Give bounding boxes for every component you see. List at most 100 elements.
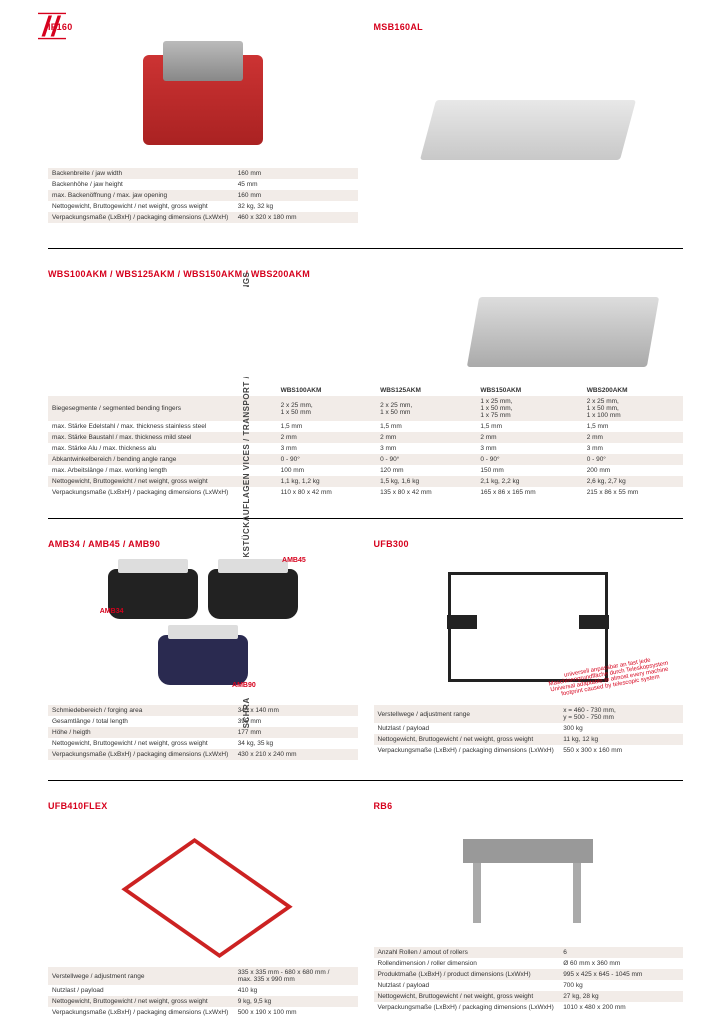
spec-table: Verstellwege / adjustment rangex = 460 -…: [374, 705, 684, 756]
spec-cell: 2 mm: [476, 432, 582, 443]
spec-cell: Verstellwege / adjustment range: [374, 705, 560, 723]
product-image: [374, 40, 684, 220]
spec-cell: 1,5 mm: [376, 421, 476, 432]
product-rb6: RB6 Anzahl Rollen / amout of rollers6Rol…: [374, 801, 684, 1018]
spec-cell: 45 mm: [234, 179, 358, 190]
spec-cell: Produktmaße (LxBxH) / product dimensions…: [374, 969, 560, 980]
spec-cell: 110 x 80 x 42 mm: [277, 487, 376, 498]
product-amb: AMB34 / AMB45 / AMB90 AMB34 AMB45 AMB90 …: [48, 539, 358, 760]
spec-cell: Verpackungsmaße (LxBxH) / packaging dime…: [48, 749, 234, 760]
spec-cell: 2 mm: [277, 432, 376, 443]
spec-cell: 200 mm: [583, 465, 683, 476]
spec-cell: 2,6 kg, 2,7 kg: [583, 476, 683, 487]
spec-cell: 160 mm: [234, 190, 358, 201]
spec-cell: 1 x 25 mm, 1 x 50 mm, 1 x 75 mm: [476, 396, 582, 421]
anvil-label: AMB45: [282, 557, 306, 564]
spec-cell: Nettogewicht, Bruttogewicht / net weight…: [48, 996, 234, 1007]
spec-header: WBS100AKM: [277, 385, 376, 396]
spec-cell: Anzahl Rollen / amout of rollers: [374, 947, 560, 958]
spec-cell: 2 mm: [583, 432, 683, 443]
product-image: AMB34 AMB45 AMB90: [48, 557, 358, 697]
spec-cell: 2 x 25 mm, 1 x 50 mm, 1 x 100 mm: [583, 396, 683, 421]
spec-cell: 345 x 140 mm: [234, 705, 358, 716]
spec-table: Anzahl Rollen / amout of rollers6Rollend…: [374, 947, 684, 1013]
spec-cell: Nettogewicht, Bruttogewicht / net weight…: [48, 201, 234, 212]
product-if160: IF160 Backenbreite / jaw width160 mmBack…: [48, 22, 358, 228]
spec-cell: Nettogewicht, Bruttogewicht / net weight…: [48, 738, 234, 749]
spec-cell: Nutzlast / payload: [374, 723, 560, 734]
product-title: MSB160AL: [374, 22, 684, 32]
product-msb160al: MSB160AL: [374, 22, 684, 228]
spec-table: Schmiedebereich / forging area345 x 140 …: [48, 705, 358, 760]
product-title: IF160: [48, 22, 358, 32]
spec-cell: 215 x 86 x 55 mm: [583, 487, 683, 498]
spec-cell: 500 x 190 x 100 mm: [234, 1007, 358, 1018]
spec-cell: 410 kg: [234, 985, 358, 996]
spec-cell: Backenbreite / jaw width: [48, 168, 234, 179]
divider: [48, 248, 683, 249]
spec-cell: Gesamtlänge / total length: [48, 716, 234, 727]
product-image: [374, 819, 684, 939]
divider: [48, 780, 683, 781]
spec-cell: Nettogewicht, Bruttogewicht / net weight…: [374, 991, 560, 1002]
spec-cell: 27 kg, 28 kg: [559, 991, 683, 1002]
spec-cell: 395 mm: [234, 716, 358, 727]
spec-cell: 995 x 425 x 645 - 1045 mm: [559, 969, 683, 980]
product-title: AMB34 / AMB45 / AMB90: [48, 539, 358, 549]
product-title: RB6: [374, 801, 684, 811]
spec-cell: Verpackungsmaße (LxBxH) / packaging dime…: [374, 1002, 560, 1013]
divider: [48, 518, 683, 519]
spec-cell: Rollendimension / roller dimension: [374, 958, 560, 969]
spec-cell: 0 - 90°: [376, 454, 476, 465]
spec-cell: 550 x 300 x 160 mm: [559, 745, 683, 756]
spec-cell: 335 x 335 mm - 680 x 680 mm / max. 335 x…: [234, 967, 358, 985]
spec-table-multi: WBS100AKMWBS125AKMWBS150AKMWBS200AKM Bie…: [48, 385, 683, 498]
spec-cell: 3 mm: [376, 443, 476, 454]
spec-cell: 11 kg, 12 kg: [559, 734, 683, 745]
spec-cell: 2,1 kg, 2,2 kg: [476, 476, 582, 487]
spec-cell: Verpackungsmaße (LxBxH) / packaging dime…: [374, 745, 560, 756]
spec-cell: Verpackungsmaße (LxBxH) / packaging dime…: [48, 1007, 234, 1018]
spec-cell: 2 mm: [376, 432, 476, 443]
spec-cell: 1,5 mm: [277, 421, 376, 432]
spec-cell: 1,5 mm: [476, 421, 582, 432]
spec-cell: 165 x 86 x 165 mm: [476, 487, 582, 498]
spec-cell: 34 kg, 35 kg: [234, 738, 358, 749]
product-image: [48, 287, 683, 377]
spec-cell: 0 - 90°: [476, 454, 582, 465]
spec-cell: 135 x 80 x 42 mm: [376, 487, 476, 498]
spec-cell: 177 mm: [234, 727, 358, 738]
spec-cell: Nettogewicht, Bruttogewicht / net weight…: [374, 734, 560, 745]
product-wbs: WBS100AKM / WBS125AKM / WBS150AKM / WBS2…: [48, 269, 683, 498]
spec-cell: Höhe / heigth: [48, 727, 234, 738]
spec-cell: Nutzlast / payload: [48, 985, 234, 996]
spec-cell: Ø 60 mm x 360 mm: [559, 958, 683, 969]
spec-cell: 300 kg: [559, 723, 683, 734]
product-image: universell anpassbar an fast jede Maschi…: [374, 557, 684, 697]
spec-cell: Nutzlast / payload: [374, 980, 560, 991]
spec-cell: 3 mm: [583, 443, 683, 454]
spec-cell: 0 - 90°: [277, 454, 376, 465]
product-title: WBS100AKM / WBS125AKM / WBS150AKM / WBS2…: [48, 269, 683, 279]
spec-cell: Backenhöhe / jaw height: [48, 179, 234, 190]
anvil-label: AMB90: [232, 682, 256, 689]
spec-cell: 3 mm: [476, 443, 582, 454]
spec-cell: 100 mm: [277, 465, 376, 476]
spec-cell: max. Backenöffnung / max. jaw opening: [48, 190, 234, 201]
spec-table: Verstellwege / adjustment range335 x 335…: [48, 967, 358, 1018]
spec-cell: 150 mm: [476, 465, 582, 476]
product-ufb410flex: UFB410FLEX Verstellwege / adjustment ran…: [48, 801, 358, 1018]
spec-header: WBS125AKM: [376, 385, 476, 396]
spec-cell: Schmiedebereich / forging area: [48, 705, 234, 716]
spec-cell: 160 mm: [234, 168, 358, 179]
spec-cell: 32 kg, 32 kg: [234, 201, 358, 212]
product-ufb300: UFB300 universell anpassbar an fast jede…: [374, 539, 684, 760]
spec-header: WBS150AKM: [476, 385, 582, 396]
spec-cell: 0 - 90°: [583, 454, 683, 465]
spec-cell: x = 460 - 730 mm, y = 500 - 750 mm: [559, 705, 683, 723]
spec-cell: Verpackungsmaße (LxBxH) / packaging dime…: [48, 212, 234, 223]
spec-cell: 6: [559, 947, 683, 958]
spec-cell: 9 kg, 9,5 kg: [234, 996, 358, 1007]
product-title: UFB410FLEX: [48, 801, 358, 811]
spec-table: Backenbreite / jaw width160 mmBackenhöhe…: [48, 168, 358, 223]
